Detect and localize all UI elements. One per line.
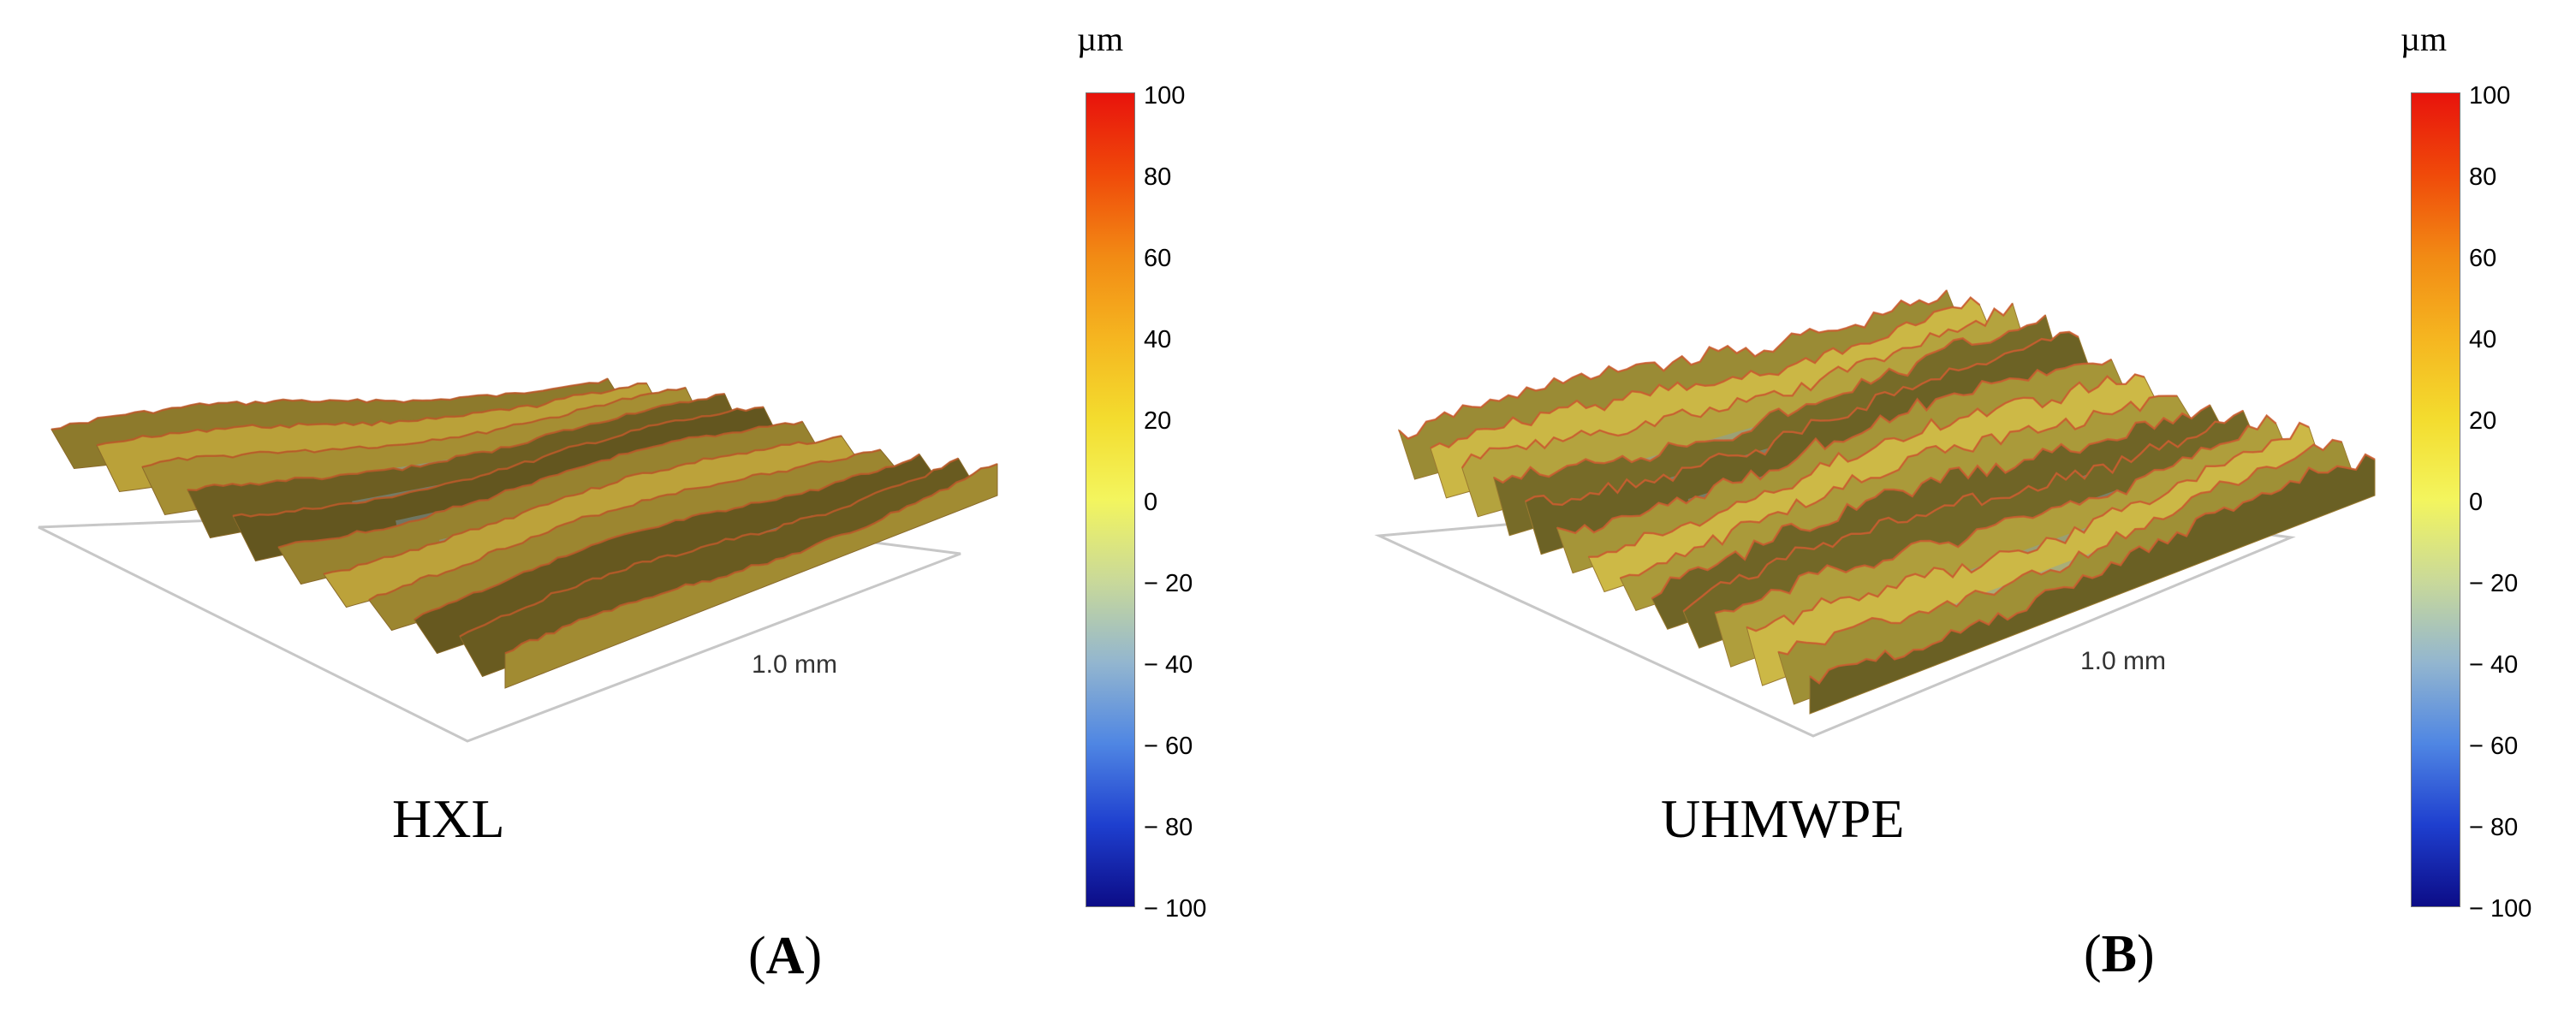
ridge-crest (51, 377, 609, 431)
colorbar-tick: 100 (1144, 82, 1186, 110)
colorbar (2411, 92, 2460, 907)
ridge-crest (232, 406, 764, 518)
colorbar-unit: µm (1077, 20, 1124, 58)
ridge-crest (1777, 438, 2342, 656)
surface-ridges (1397, 289, 2376, 715)
colorbar-tick: − 100 (1144, 895, 1207, 923)
ridge-crest (1682, 409, 2244, 613)
ridge-crest (1588, 373, 2145, 558)
colorbar-tick: − 20 (1144, 570, 1193, 597)
ridge-crest (96, 382, 647, 447)
ridge-crest (1525, 330, 2079, 507)
ridge-crest (1556, 358, 2112, 535)
colorbar-tick: 40 (1144, 326, 1172, 353)
ridge-crest (368, 448, 881, 602)
ridge-crest (1809, 453, 2376, 685)
ridge-crest (1620, 395, 2178, 579)
surface-plot-hxl (38, 377, 998, 743)
ridge-crest (1746, 421, 2310, 632)
sample-label: HXL (392, 788, 505, 849)
colorbar-tick: 0 (2469, 489, 2484, 516)
ridge-crest (323, 435, 842, 576)
colorbar-tick: − 20 (2469, 570, 2519, 597)
colorbar-unit: µm (2400, 20, 2448, 58)
colorbar-tick: 100 (2469, 82, 2511, 110)
ridge-crest (141, 386, 687, 468)
ridge-crest (1493, 314, 2047, 484)
colorbar-tick: − 80 (1144, 814, 1193, 841)
colorbar-tick: 40 (2469, 326, 2497, 353)
surface-plot-uhmwpe (1374, 289, 2376, 738)
colorbar-tick: 0 (1144, 489, 1158, 516)
panel-a: 1.0 mm HXL (A) µm 100 80 60 40 20 0 − 20… (38, 20, 1207, 985)
ridge-crest (1430, 295, 1981, 449)
colorbar-tick: 20 (2469, 407, 2497, 435)
colorbar-tick: − 60 (1144, 733, 1193, 760)
ridge-crest (504, 463, 998, 655)
ridge-crest (1398, 289, 1948, 440)
surface-ridges (51, 377, 998, 689)
ridge-crest (1461, 302, 2014, 469)
colorbar-tick: 80 (1144, 163, 1172, 191)
panel-letter: (B) (2084, 925, 2155, 983)
ridge-crest (1651, 404, 2211, 600)
panel-letter: (A) (748, 927, 823, 985)
colorbar-tick: − 100 (2469, 895, 2532, 923)
ridge-crest (187, 392, 725, 492)
colorbar-tick: − 40 (1144, 651, 1193, 679)
colorbar-tick: − 40 (2469, 651, 2519, 679)
scale-label: 1.0 mm (752, 650, 838, 679)
colorbar-tick: 80 (2469, 163, 2497, 191)
sample-label: UHMWPE (1661, 788, 1905, 849)
ridge-crest (459, 457, 959, 638)
colorbar-tick: − 60 (2469, 733, 2519, 760)
scale-label: 1.0 mm (2080, 647, 2167, 675)
ridge-crest (413, 453, 920, 621)
colorbar-tick: 60 (1144, 245, 1172, 272)
colorbar (1086, 92, 1135, 907)
colorbar-tick: 60 (2469, 245, 2497, 272)
ridge-crest (277, 420, 803, 549)
colorbar-tick: 20 (1144, 407, 1172, 435)
ridge-crest (1714, 413, 2277, 614)
colorbar-tick: − 80 (2469, 814, 2519, 841)
panel-b: 1.0 mm UHMWPE (B) µm 100 80 60 40 20 0 −… (1288, 0, 2575, 1009)
